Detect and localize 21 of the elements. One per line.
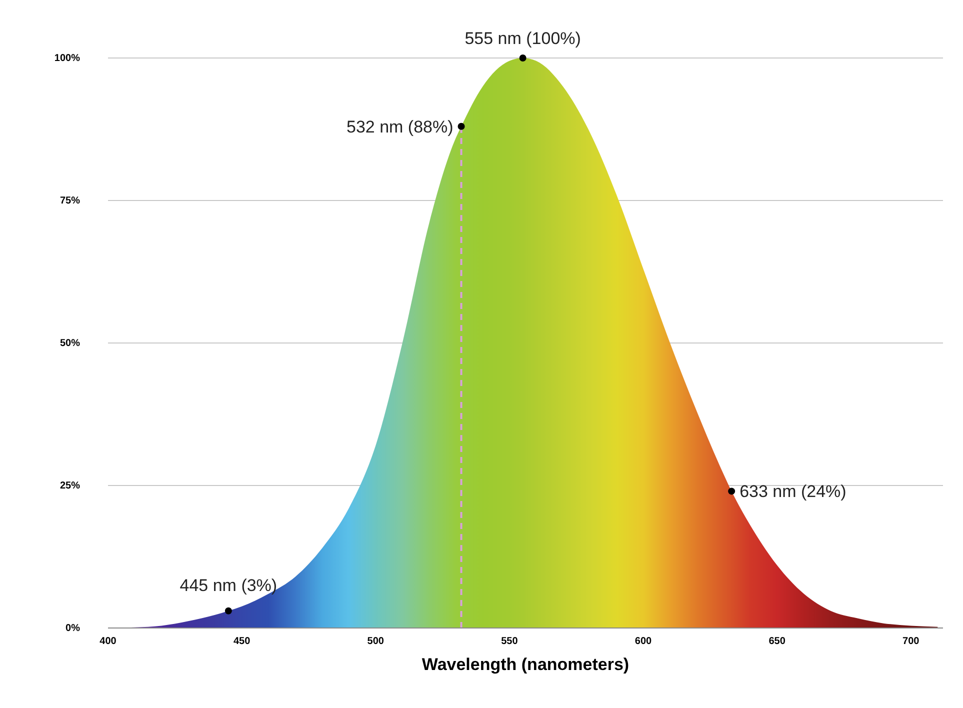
x-axis-title: Wavelength (nanometers) xyxy=(422,655,630,674)
y-tick-label: 0% xyxy=(66,623,80,634)
annotation: 555 nm (100%) xyxy=(464,29,581,48)
annotation: 532 nm (88%) xyxy=(346,117,454,136)
x-tick-label: 700 xyxy=(902,636,920,647)
point xyxy=(224,607,232,614)
x-tick-label: 450 xyxy=(233,636,251,647)
y-tick-label: 25% xyxy=(60,480,80,492)
point xyxy=(728,488,736,495)
point xyxy=(458,122,465,130)
y-tick-label: 100% xyxy=(54,53,80,64)
x-tick-label: 400 xyxy=(100,636,117,647)
x-tick-label: 600 xyxy=(634,636,652,647)
annotation: 445 nm (3%) xyxy=(180,576,278,595)
x-tick-label: 550 xyxy=(501,636,518,647)
x-tick-label: 650 xyxy=(768,636,786,647)
annotation: 633 nm (24%) xyxy=(740,482,846,502)
point xyxy=(519,54,526,62)
y-tick-label: 50% xyxy=(60,338,80,349)
x-tick-label: 500 xyxy=(367,636,384,647)
y-tick-label: 75% xyxy=(60,196,80,206)
